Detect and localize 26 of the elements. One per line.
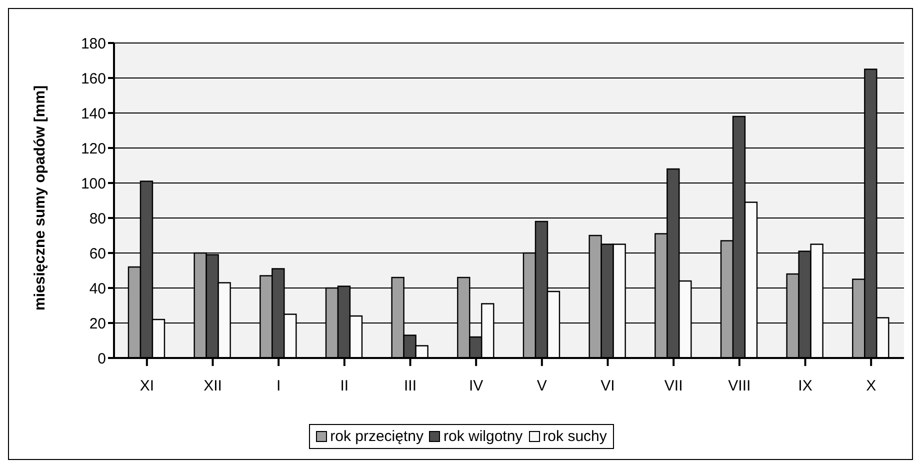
legend-label: rok wilgotny (442, 428, 523, 445)
y-tick-label: 100 (80, 175, 106, 192)
x-tick-label: X (866, 378, 876, 395)
y-tick-label: 40 (89, 280, 106, 298)
x-tick-label: VII (664, 378, 683, 395)
x-tick-label: III (404, 378, 417, 395)
y-tick-label: 160 (80, 70, 106, 88)
y-tick-label: 60 (89, 245, 106, 262)
x-tick-label: XI (140, 378, 154, 395)
y-tick-label: 0 (98, 350, 106, 368)
x-tick-label: I (276, 378, 281, 395)
y-tick-label: 80 (89, 210, 106, 228)
x-tick-label: IV (468, 378, 484, 395)
y-tick-label: 20 (89, 315, 106, 332)
x-tick-label: VI (600, 378, 615, 395)
y-axis-title: miesięczne sumy opadów [mm] (31, 85, 48, 310)
x-tick-label: XII (204, 378, 222, 395)
y-tick-label: 120 (80, 140, 106, 158)
legend-label: rok suchy (542, 428, 607, 445)
y-tick-label: 180 (80, 35, 106, 52)
legend-label: rok przeciętny (329, 428, 424, 445)
x-tick-label: II (340, 378, 349, 395)
x-tick-label: V (536, 378, 547, 395)
x-tick-label: VIII (728, 378, 751, 395)
y-tick-label: 140 (80, 105, 106, 122)
x-tick-label: IX (798, 378, 812, 395)
